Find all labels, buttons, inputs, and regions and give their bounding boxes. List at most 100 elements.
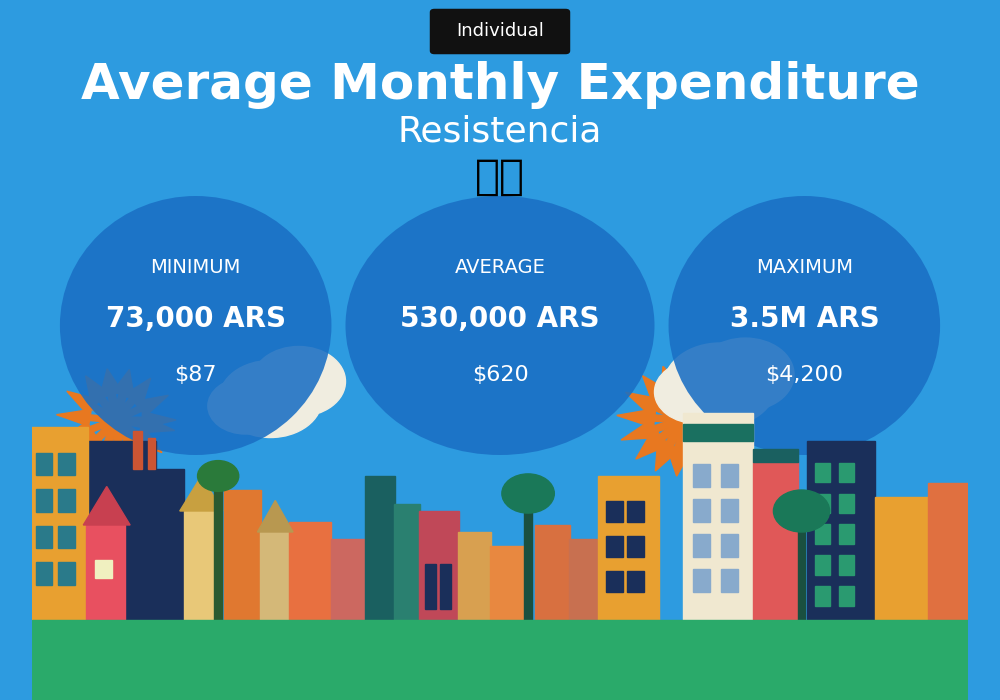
Bar	[260, 532, 290, 623]
FancyArrow shape	[682, 414, 748, 433]
Text: AVERAGE: AVERAGE	[455, 258, 545, 277]
Ellipse shape	[345, 196, 655, 455]
Polygon shape	[83, 486, 130, 525]
Polygon shape	[180, 476, 223, 511]
Text: Average Monthly Expenditure: Average Monthly Expenditure	[81, 62, 919, 109]
Text: Individual: Individual	[456, 22, 544, 41]
FancyArrow shape	[667, 420, 692, 476]
FancyArrow shape	[113, 419, 142, 466]
Bar	[815, 555, 830, 575]
FancyArrow shape	[643, 376, 686, 422]
Bar	[184, 511, 219, 623]
Bar	[721, 499, 738, 522]
Bar	[693, 464, 710, 486]
Bar	[606, 500, 623, 522]
Text: 530,000 ARS: 530,000 ARS	[400, 305, 600, 333]
Text: MAXIMUM: MAXIMUM	[756, 258, 853, 277]
Bar	[535, 525, 570, 623]
Bar	[721, 534, 738, 556]
Bar	[289, 522, 331, 623]
Text: 73,000 ARS: 73,000 ARS	[106, 305, 286, 333]
Bar	[224, 490, 261, 623]
Ellipse shape	[60, 196, 331, 455]
FancyArrow shape	[114, 418, 162, 453]
Bar	[721, 569, 738, 591]
FancyArrow shape	[661, 366, 687, 421]
FancyArrow shape	[678, 419, 703, 475]
Bar	[86, 441, 156, 623]
Bar	[490, 546, 525, 623]
Bar	[928, 483, 973, 623]
Bar	[32, 620, 968, 700]
Bar	[875, 497, 929, 623]
Bar	[627, 570, 644, 592]
FancyArrow shape	[113, 378, 151, 421]
Bar	[839, 524, 854, 544]
Bar	[753, 449, 798, 462]
Bar	[133, 430, 142, 469]
FancyArrow shape	[107, 420, 130, 472]
FancyArrow shape	[636, 418, 686, 459]
Bar	[86, 525, 125, 623]
FancyArrow shape	[100, 369, 123, 421]
Circle shape	[252, 346, 345, 416]
Text: 🇦🇷: 🇦🇷	[475, 155, 525, 197]
Bar	[815, 524, 830, 544]
Bar	[839, 494, 854, 513]
FancyArrow shape	[655, 419, 687, 471]
Polygon shape	[257, 500, 293, 532]
Bar	[148, 438, 155, 469]
Bar	[815, 586, 830, 606]
Text: $620: $620	[472, 365, 528, 385]
FancyArrow shape	[116, 412, 176, 428]
Bar	[683, 424, 753, 441]
Bar	[627, 500, 644, 522]
Bar	[425, 564, 436, 609]
Bar	[365, 476, 395, 623]
Bar	[683, 413, 753, 623]
FancyArrow shape	[680, 417, 737, 452]
Circle shape	[773, 490, 830, 532]
Bar	[721, 464, 738, 486]
Bar	[598, 476, 659, 623]
FancyArrow shape	[679, 419, 719, 466]
FancyArrow shape	[61, 417, 118, 440]
FancyArrow shape	[626, 392, 685, 423]
FancyArrow shape	[112, 370, 134, 421]
FancyArrow shape	[96, 419, 120, 469]
Bar	[693, 534, 710, 556]
Bar	[419, 511, 459, 623]
Text: Resistencia: Resistencia	[398, 115, 602, 148]
Bar	[815, 494, 830, 513]
Bar	[36, 489, 52, 512]
Bar	[606, 536, 623, 556]
Bar	[36, 562, 52, 584]
Bar	[440, 564, 451, 609]
FancyArrow shape	[114, 395, 168, 422]
FancyArrow shape	[679, 378, 726, 422]
Bar	[839, 586, 854, 606]
Bar	[606, 570, 623, 592]
Bar	[807, 441, 875, 623]
FancyArrow shape	[617, 409, 683, 428]
Bar	[693, 569, 710, 591]
Bar	[214, 490, 222, 623]
Bar	[815, 463, 830, 482]
Circle shape	[502, 474, 554, 513]
Bar	[524, 504, 532, 623]
Bar	[569, 539, 599, 623]
Text: $87: $87	[174, 365, 217, 385]
FancyArrow shape	[86, 376, 119, 421]
FancyArrow shape	[683, 410, 749, 429]
Ellipse shape	[669, 196, 940, 455]
Bar	[693, 499, 710, 522]
Bar	[95, 560, 112, 577]
Bar	[458, 532, 491, 623]
Bar	[331, 539, 366, 623]
Circle shape	[697, 338, 794, 411]
Bar	[58, 453, 75, 475]
Bar	[839, 463, 854, 482]
Text: MINIMUM: MINIMUM	[150, 258, 241, 277]
Bar	[627, 536, 644, 556]
Circle shape	[664, 343, 776, 427]
